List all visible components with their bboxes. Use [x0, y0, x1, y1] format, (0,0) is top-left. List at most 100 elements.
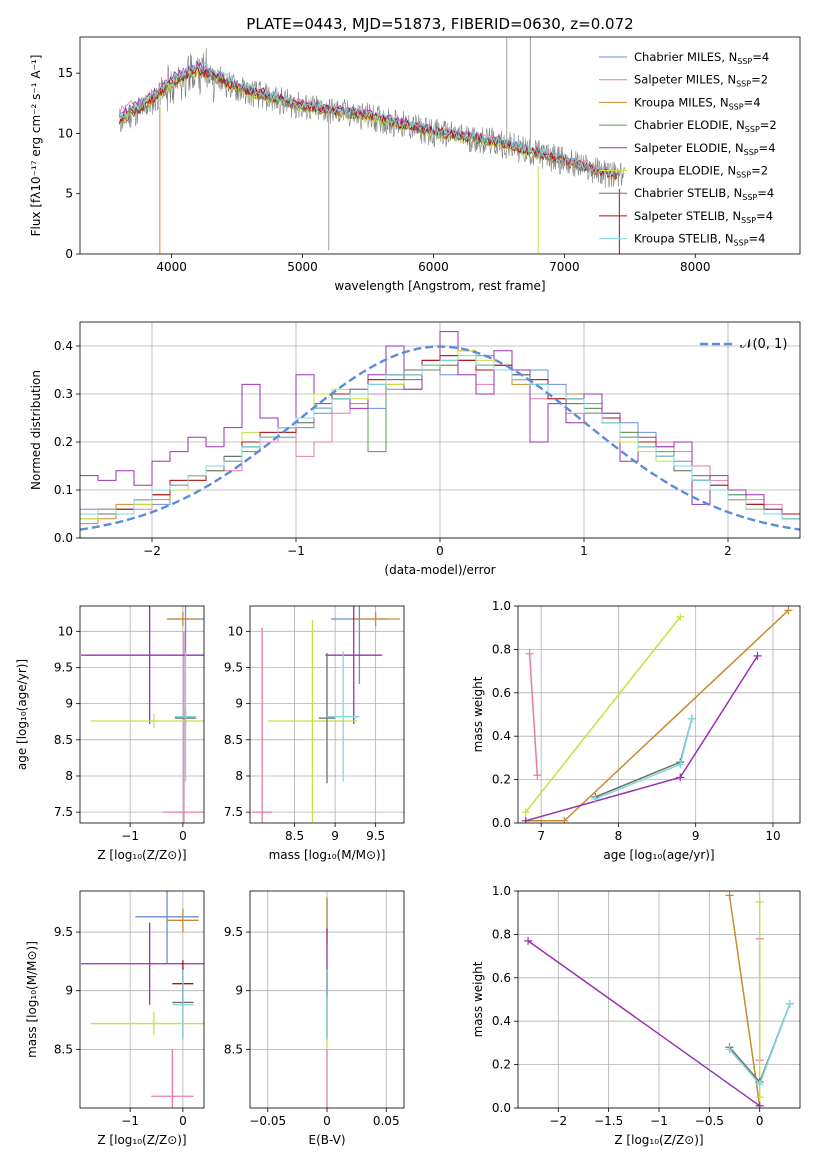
- y-tick-label: 7.5: [54, 805, 73, 819]
- legend-entry: Kroupa ELODIE, NSSP=2: [634, 164, 768, 180]
- plot-area: [252, 606, 400, 823]
- weight-marker: [533, 771, 542, 780]
- legend-nssp-value: 4: [768, 141, 775, 155]
- axes-frame: [517, 890, 801, 1109]
- legend-label: Chabrier ELODIE: [634, 118, 729, 132]
- y-tick-label: 0.2: [54, 435, 73, 449]
- y-tick-label: 0.0: [492, 1101, 511, 1115]
- y-tick-label: 9: [235, 697, 243, 711]
- weight-line: [527, 940, 761, 1107]
- model-spectrum: [118, 62, 618, 178]
- x-tick-label: 0: [323, 1114, 331, 1128]
- legend-nssp-sub: SSP: [744, 148, 759, 157]
- panel-4: 8.5 9 9.5 7.5 8 8.5 9 9.5 10 mass [log₁₀(M/M⊙)]: [224, 605, 405, 862]
- x-axis-label: Z [log₁₀(Z/Z⊙)]: [97, 1133, 186, 1147]
- legend-nssp-sub: SSP: [742, 193, 757, 202]
- axes-frame: [79, 36, 801, 255]
- x-tick-label: −1: [650, 1114, 668, 1128]
- panel-8: −2 −1.5 −1 −0.5 0 0.0 0.2 0.4 0.6 0.8 1.0 Z [log₁₀(…: [471, 884, 801, 1147]
- weight-marker: [560, 816, 569, 823]
- x-tick-label: 2: [724, 544, 732, 558]
- x-axis-label: (data-model)/error: [384, 563, 495, 577]
- figure-title: PLATE=0443, MJD=51873, FIBERID=0630, z=0…: [246, 15, 633, 33]
- legend-nssp: , N: [729, 118, 745, 132]
- weight-marker: [524, 936, 533, 945]
- legend-label: Salpeter STELIB: [634, 209, 725, 223]
- legend-nssp-sub: SSP: [745, 125, 760, 134]
- axes-frame: [79, 321, 801, 539]
- panel-3: −1 0 7.5 8 8.5 9 9.5 10 Z [log₁₀(Z/Z⊙)] age [log₁…: [15, 605, 205, 862]
- weight-line: [525, 616, 681, 813]
- axes-frame: [249, 890, 405, 1109]
- legend-nssp-sub: SSP: [737, 57, 752, 66]
- legend-label: Kroupa ELODIE: [634, 164, 720, 178]
- legend-entry: Salpeter STELIB, NSSP=4: [634, 209, 773, 225]
- gaussian-curve: [80, 345, 800, 531]
- legend-entry: Chabrier MILES, NSSP=4: [634, 50, 769, 66]
- y-tick-label: 0: [65, 247, 73, 261]
- y-tick-label: 8.5: [54, 1042, 73, 1056]
- panel-6: −1 0 8.5 9 9.5 Z [log₁₀(Z/Z⊙)] mass [log₁₀(M/M…: [25, 890, 205, 1147]
- x-tick-label: 0: [179, 829, 187, 843]
- y-axis-label: age [log₁₀(age/yr)]: [15, 659, 29, 770]
- y-tick-label: 9.5: [54, 925, 73, 939]
- panel-7: −0.05 0 0.05 8.5 9 9.5 E(B-V): [224, 890, 405, 1147]
- legend-entry: Kroupa STELIB, NSSP=4: [634, 232, 766, 248]
- y-tick-label: 9: [235, 984, 243, 998]
- y-tick-label: 0.6: [492, 971, 511, 985]
- y-axis-label: Normed distribution: [29, 370, 43, 490]
- legend-label: Kroupa MILES: [634, 95, 713, 109]
- y-tick-label: 8.5: [54, 733, 73, 747]
- weight-line: [525, 609, 789, 822]
- x-axis-label: mass [log₁₀(M/M⊙)]: [269, 848, 386, 862]
- panel-5: 7 8 9 10 0.0 0.2 0.4 0.6 0.8 1.0 age [log₁₀(age/yr…: [471, 599, 801, 862]
- weight-line: [528, 653, 539, 776]
- plot-area: [81, 891, 204, 1108]
- x-tick-label: 8: [615, 829, 623, 843]
- legend-nssp-value: 2: [769, 118, 776, 132]
- legend-nssp-sub: SSP: [729, 102, 744, 111]
- y-tick-label: 9: [65, 984, 73, 998]
- legend-nssp: , N: [713, 95, 729, 109]
- plot-area: [521, 606, 793, 823]
- legend-nssp-eq: =: [756, 209, 766, 223]
- y-tick-label: 0.8: [492, 927, 511, 941]
- legend-nssp: , N: [718, 232, 734, 246]
- legend-nssp-eq: =: [752, 50, 762, 64]
- y-tick-label: 1.0: [492, 884, 511, 898]
- legend-nssp-value: 4: [753, 95, 760, 109]
- x-tick-label: 9: [331, 829, 339, 843]
- weight-line: [525, 655, 759, 822]
- x-tick-label: −1: [121, 1114, 139, 1128]
- y-tick-label: 10: [58, 126, 73, 140]
- model-spectrum: [118, 61, 539, 158]
- x-tick-label: 9: [692, 829, 700, 843]
- legend-entry: Kroupa MILES, NSSP=4: [634, 95, 761, 111]
- legend-nssp-sub: SSP: [736, 80, 751, 89]
- legend-nssp-sub: SSP: [734, 239, 749, 248]
- y-tick-label: 9.5: [54, 660, 73, 674]
- y-tick-label: 0.0: [54, 531, 73, 545]
- x-tick-label: 5000: [287, 260, 318, 274]
- y-axis-label: mass [log₁₀(M/M⊙)]: [25, 941, 39, 1058]
- weight-marker: [676, 760, 685, 769]
- legend-nssp: , N: [725, 209, 741, 223]
- x-tick-label: −1: [287, 544, 305, 558]
- y-tick-label: 8.5: [224, 733, 243, 747]
- legend-label: Chabrier STELIB: [634, 186, 726, 200]
- weight-marker: [521, 808, 530, 817]
- legend-nssp-eq: =: [757, 186, 767, 200]
- panel-2: −2 −1 0 1 2 0.0 0.1 0.2 0.3 0.4 (data-model)/error…: [29, 321, 801, 577]
- y-tick-label: 5: [65, 187, 73, 201]
- y-axis-label: Flux [fλ10⁻¹⁷ erg cm⁻² s⁻¹ A⁻¹]: [29, 55, 43, 237]
- weight-marker: [676, 612, 685, 621]
- y-axis-label: mass weight: [471, 676, 485, 752]
- x-tick-label: 10: [765, 829, 780, 843]
- y-tick-label: 0.4: [492, 1014, 511, 1028]
- x-axis-label: Z [log₁₀(Z/Z⊙)]: [614, 1133, 703, 1147]
- weight-marker: [687, 714, 696, 723]
- x-tick-label: −2: [549, 1114, 567, 1128]
- legend-label: Chabrier MILES: [634, 50, 721, 64]
- weight-marker: [785, 999, 794, 1008]
